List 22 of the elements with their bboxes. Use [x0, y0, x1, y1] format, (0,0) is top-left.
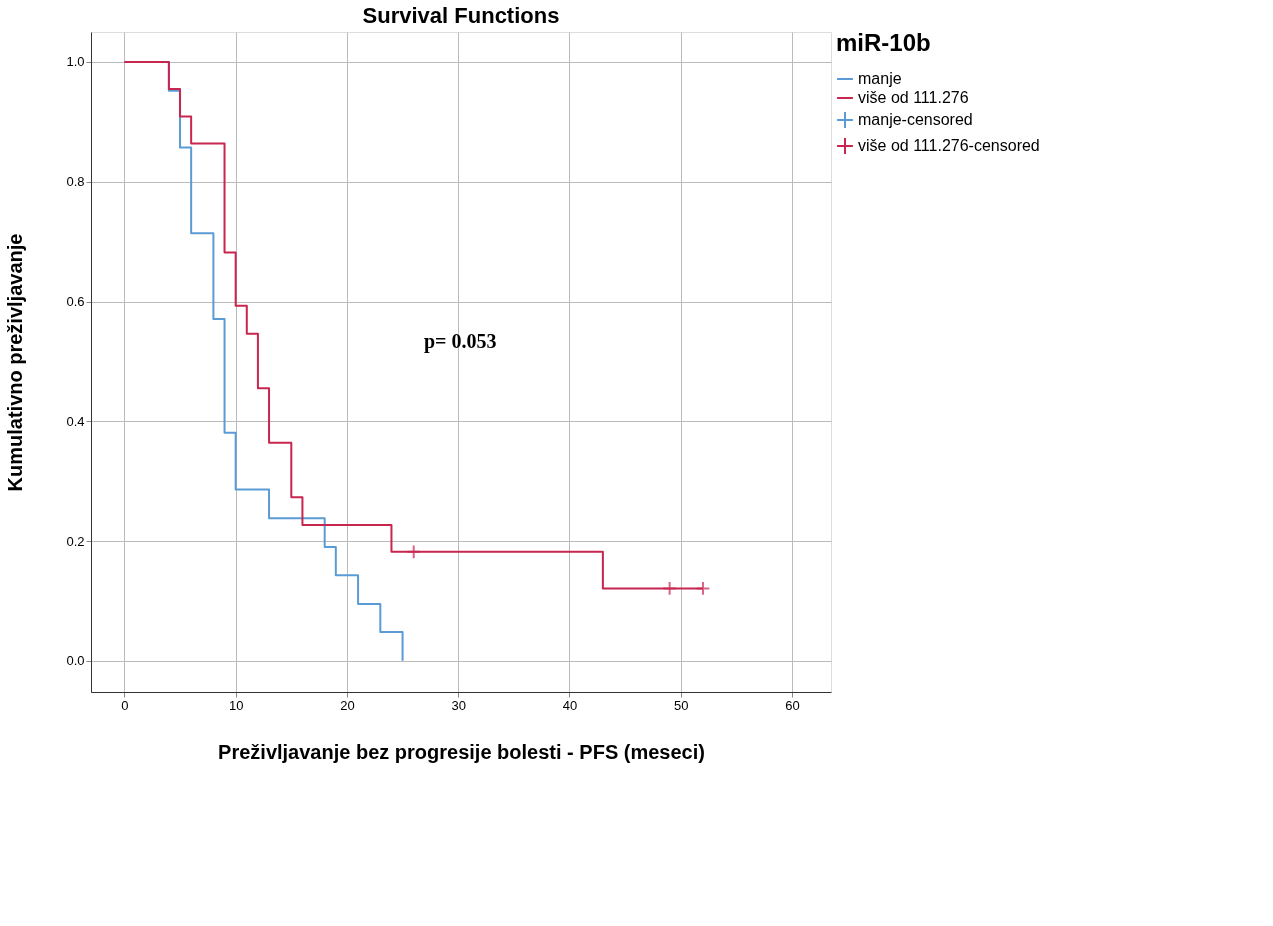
- legend-label: više od 111.276-censored: [858, 137, 1040, 154]
- legend-title: miR-10b: [836, 29, 931, 56]
- y-tick-label: 0.6: [66, 294, 85, 310]
- chart-title: Survival Functions: [362, 3, 560, 28]
- y-tick-label: 0.8: [66, 174, 85, 190]
- x-tick-label: 40: [562, 697, 578, 713]
- legend-label: manje: [858, 70, 902, 87]
- legend-label: manje-censored: [858, 111, 973, 128]
- y-tick-label: 0.0: [66, 653, 85, 669]
- x-tick-label: 20: [340, 697, 355, 713]
- x-axis-title: Preživljavanje bez progresije bolesti - PFS (meseci): [218, 740, 705, 763]
- y-tick-label: 0.2: [66, 533, 85, 549]
- y-tick-label: 1.0: [66, 54, 85, 70]
- x-tick-label: 30: [451, 697, 466, 713]
- x-tick-label: 0: [121, 697, 129, 713]
- y-axis-title: Kumulativno preživljavanje: [4, 233, 27, 492]
- legend-label: više od 111.276: [858, 89, 969, 106]
- annotation: p= 0.053: [424, 330, 497, 354]
- x-tick-label: 50: [674, 697, 689, 713]
- y-tick-label: 0.4: [66, 413, 85, 429]
- x-tick-label: 60: [785, 697, 800, 713]
- x-tick-label: 10: [228, 697, 244, 713]
